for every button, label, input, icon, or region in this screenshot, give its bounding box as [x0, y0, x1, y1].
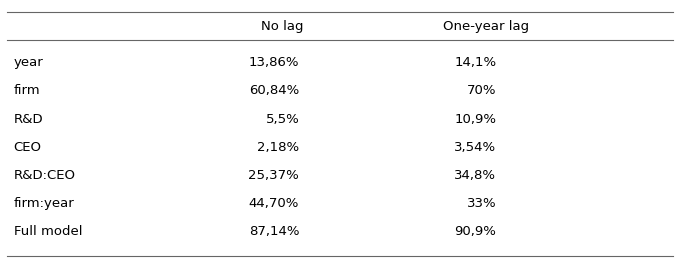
Text: 60,84%: 60,84% — [249, 84, 299, 97]
Text: CEO: CEO — [14, 141, 41, 154]
Text: 70%: 70% — [467, 84, 496, 97]
Text: R&D: R&D — [14, 112, 44, 126]
Text: One-year lag: One-year lag — [443, 20, 529, 33]
Text: 3,54%: 3,54% — [454, 141, 496, 154]
Text: 2,18%: 2,18% — [257, 141, 299, 154]
Text: 10,9%: 10,9% — [454, 112, 496, 126]
Text: year: year — [14, 56, 44, 69]
Text: 34,8%: 34,8% — [454, 169, 496, 182]
Text: 87,14%: 87,14% — [249, 225, 299, 238]
Text: 13,86%: 13,86% — [249, 56, 299, 69]
Text: 25,37%: 25,37% — [248, 169, 299, 182]
Text: 44,70%: 44,70% — [249, 197, 299, 210]
Text: 90,9%: 90,9% — [454, 225, 496, 238]
Text: Full model: Full model — [14, 225, 82, 238]
Text: 14,1%: 14,1% — [454, 56, 496, 69]
Text: 33%: 33% — [466, 197, 496, 210]
Text: firm:year: firm:year — [14, 197, 74, 210]
Text: R&D:CEO: R&D:CEO — [14, 169, 75, 182]
Text: 5,5%: 5,5% — [265, 112, 299, 126]
Text: firm: firm — [14, 84, 40, 97]
Text: No lag: No lag — [261, 20, 303, 33]
